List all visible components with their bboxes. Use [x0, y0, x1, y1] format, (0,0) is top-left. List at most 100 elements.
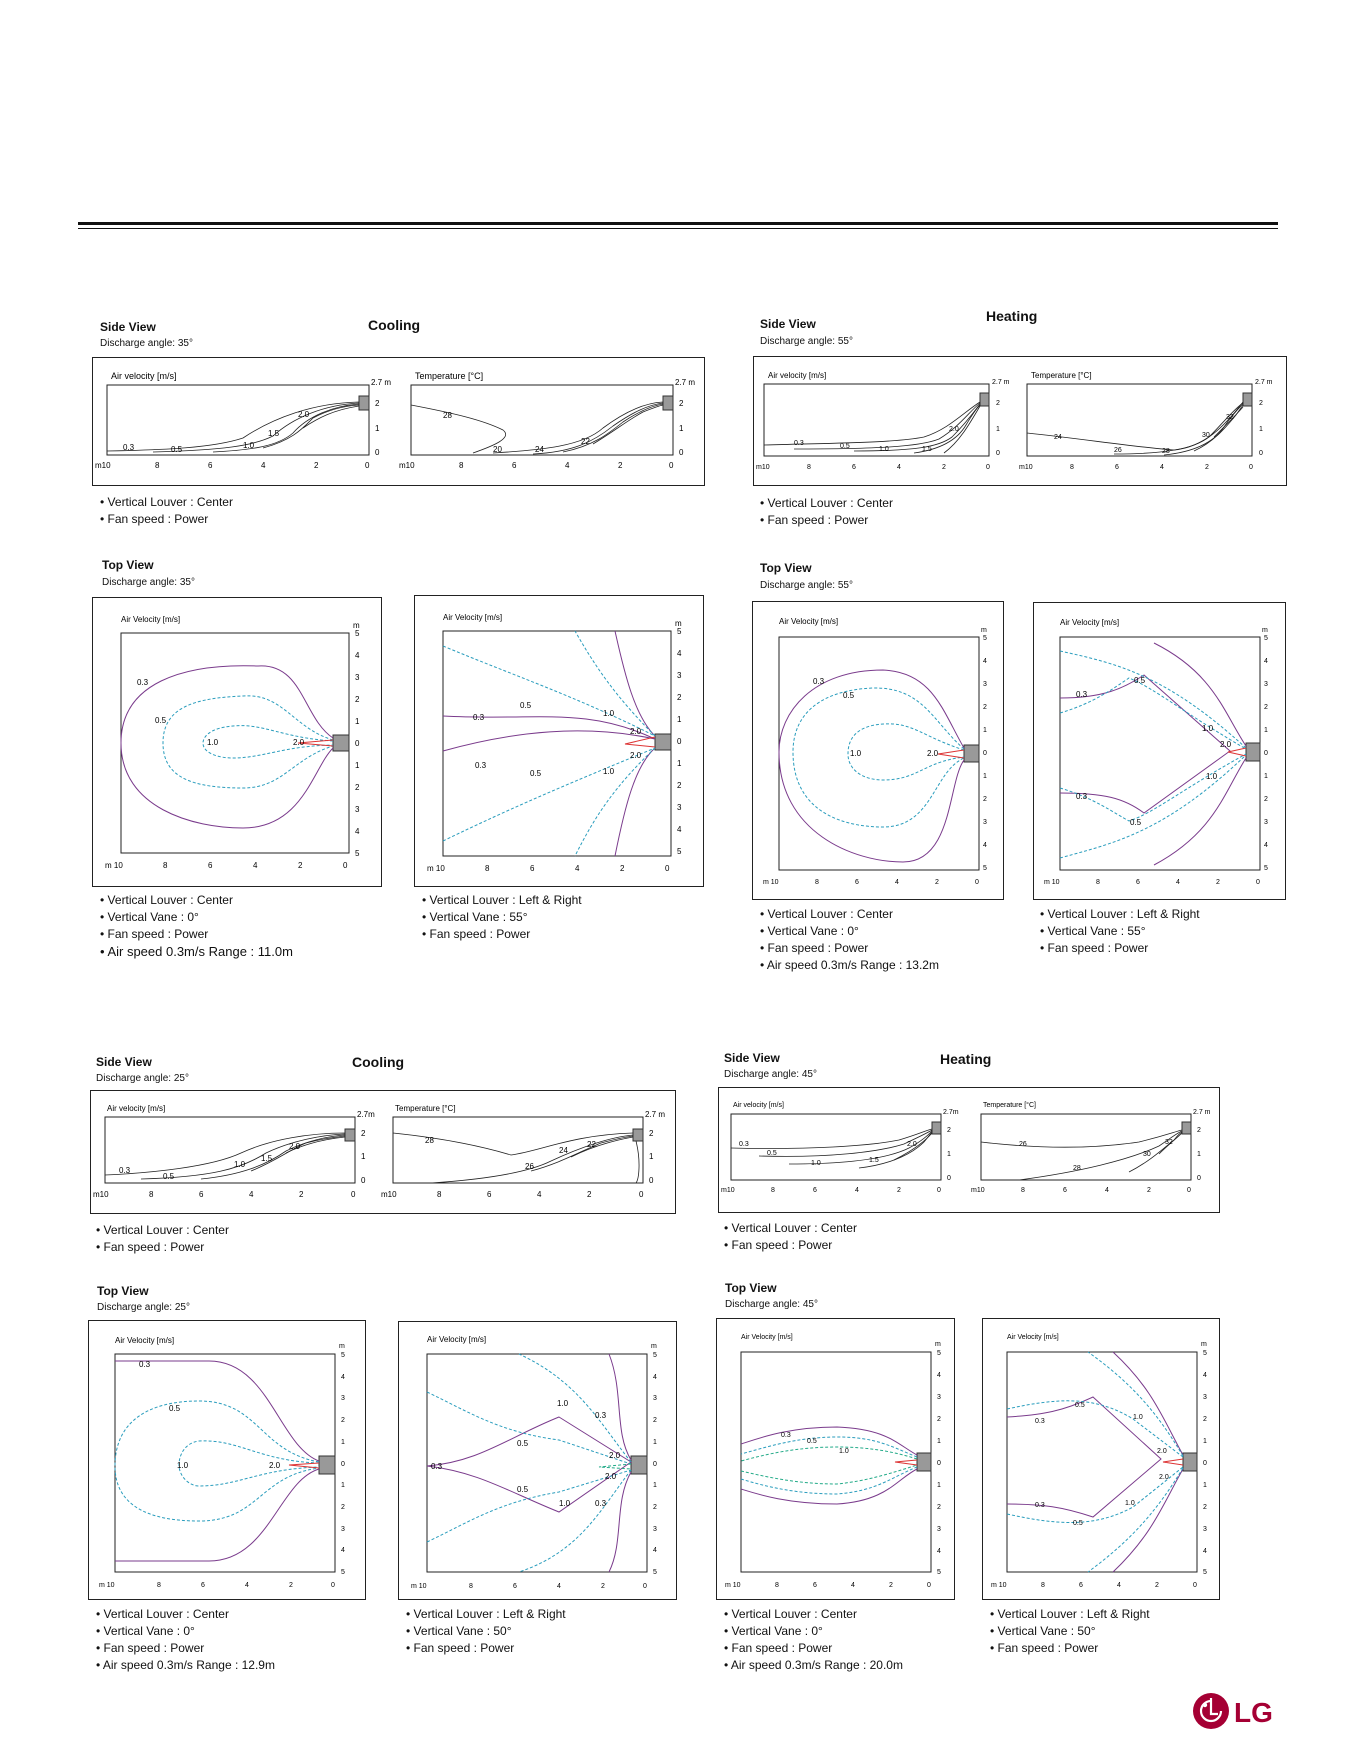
y-tick: 4 [983, 658, 987, 665]
y-tick: 3 [1264, 819, 1268, 826]
y-tick: 3 [653, 1526, 657, 1533]
x-tick: 6 [201, 1582, 205, 1589]
bullet-item: Vertical Louver : Left & Right [406, 1606, 566, 1623]
x-tick: 4 [261, 461, 266, 470]
y-tick: 5 [653, 1569, 657, 1576]
side-view-title: Side View [100, 320, 156, 334]
x-tick: 4 [1117, 1582, 1121, 1589]
contour-label: 28 [443, 411, 452, 420]
x-tick: 8 [155, 461, 160, 470]
y-tick: 3 [937, 1394, 941, 1401]
y-tick: 0 [653, 1461, 657, 1468]
air-velocity-label: Air velocity [m/s] [107, 1104, 165, 1113]
y-tick: 2 [341, 1504, 345, 1511]
y-tick: 2 [983, 796, 987, 803]
x-tick: 6 [208, 861, 213, 870]
y-tick: 5 [355, 629, 360, 638]
air-velocity-label: Air velocity [m/s] [733, 1102, 784, 1109]
bullet-item: Vertical Louver : Center [96, 1606, 275, 1623]
y-tick: 0 [983, 750, 987, 757]
x-tick: 2 [618, 461, 623, 470]
x-tick: 4 [565, 461, 570, 470]
x-tick: 6 [813, 1582, 817, 1589]
bullet-item: Vertical Louver : Left & Right [1040, 906, 1200, 923]
air-velocity-label: Air Velocity [m/s] [1060, 618, 1119, 627]
side-view-plots: Air velocity [m/s] 0.3 0.5 1.0 1.5 2.0 2… [95, 371, 695, 470]
y-tick: 5 [341, 1352, 345, 1359]
x-tick: 4 [897, 464, 901, 471]
height-label: 2.7 m [645, 1110, 665, 1119]
contour-label: 1.5 [268, 429, 280, 438]
temperature-label: Temperature [°C] [415, 371, 483, 381]
temp-plot-area [410, 384, 674, 456]
header-rule-thin [78, 228, 1278, 229]
contour-label: 0.5 [163, 1172, 175, 1181]
indoor-unit [632, 1128, 644, 1142]
y-tick: 5 [983, 635, 987, 642]
contour-label: 26 [1019, 1141, 1027, 1148]
y-tick: 0 [649, 1176, 654, 1185]
y-tick: 2 [355, 783, 360, 792]
x-tick: 4 [537, 1190, 542, 1199]
top-view-center-frame: Air Velocity [m/s] 0.3 0.5 1.0 2.0 m 5 4… [88, 1320, 366, 1600]
side-view-title: Side View [724, 1051, 780, 1065]
y-tick: 0 [677, 737, 682, 746]
x-axis-ticks: m 10 8 6 4 2 0 [427, 864, 670, 873]
contour-0.3 [120, 665, 334, 829]
temperature-label: Temperature [°C] [1031, 371, 1092, 380]
side-bullets: Vertical Louver : Center Fan speed : Pow… [724, 1220, 857, 1254]
x-tick: 2 [314, 461, 319, 470]
y-tick: 2 [653, 1417, 657, 1424]
bullet-item: Vertical Louver : Center [760, 495, 893, 512]
y-tick: 2 [1203, 1416, 1207, 1423]
x-tick: 2 [620, 864, 625, 873]
y-tick: m [353, 621, 360, 630]
top-discharge-angle: Discharge angle: 25° [97, 1302, 190, 1313]
contour-label: 2.0 [630, 751, 642, 760]
x-tick: 8 [459, 461, 464, 470]
top-leftright-bullets: Vertical Louver : Left & Right Vertical … [1040, 906, 1200, 957]
air-velocity-label: Air Velocity [m/s] [121, 615, 180, 624]
contour-label: 1.0 [177, 1461, 189, 1470]
side-discharge-angle: Discharge angle: 35° [100, 338, 193, 349]
side-discharge-angle: Discharge angle: 25° [96, 1073, 189, 1084]
contour-label: 0.5 [530, 769, 542, 778]
top-center-bullets: Vertical Louver : Center Vertical Vane :… [760, 906, 939, 974]
y-tick: 3 [937, 1526, 941, 1533]
y-tick: 1 [937, 1482, 941, 1489]
y-axis-ticks: m 5 4 3 2 1 0 1 2 3 4 5 [1201, 1341, 1207, 1576]
contour-label: 0.3 [739, 1141, 749, 1148]
y-tick: 3 [355, 673, 360, 682]
y-tick: 1 [947, 1151, 951, 1158]
contour-label: 22 [587, 1140, 596, 1149]
contour-label: 1.0 [1125, 1500, 1135, 1507]
air-velocity-label: Air Velocity [m/s] [741, 1334, 793, 1341]
contour-label: 28 [425, 1136, 434, 1145]
y-tick: 2 [937, 1504, 941, 1511]
y-tick: m [339, 1343, 345, 1350]
contour-label: 1.0 [1202, 724, 1214, 733]
y-tick: 2 [947, 1127, 951, 1134]
y-tick: 5 [677, 627, 682, 636]
contour-label: 24 [1054, 434, 1062, 441]
y-tick: 5 [1203, 1569, 1207, 1576]
bullet-item: Air speed 0.3m/s Range : 11.0m [100, 943, 292, 960]
contour-label: 1.5 [261, 1154, 273, 1163]
y-tick: 2 [341, 1417, 345, 1424]
contour-label: 28 [1162, 448, 1170, 455]
x-tick: 0 [665, 864, 670, 873]
x-tick: m10 [971, 1187, 985, 1194]
y-tick: 3 [355, 805, 360, 814]
x-axis-ticks: m 10 8 6 4 2 0 [99, 1582, 335, 1589]
x-tick: m10 [721, 1187, 735, 1194]
y-tick: 4 [1203, 1548, 1207, 1555]
y-tick: 4 [937, 1372, 941, 1379]
y-tick: 1 [341, 1439, 345, 1446]
bullet-item: Vertical Vane : 55° [1040, 923, 1200, 940]
indoor-unit [332, 734, 350, 752]
y-tick: 2 [983, 704, 987, 711]
contour-label: 2.0 [1220, 740, 1232, 749]
y-tick: 0 [1259, 450, 1263, 457]
x-tick: 2 [1205, 464, 1209, 471]
x-tick: 8 [163, 861, 168, 870]
